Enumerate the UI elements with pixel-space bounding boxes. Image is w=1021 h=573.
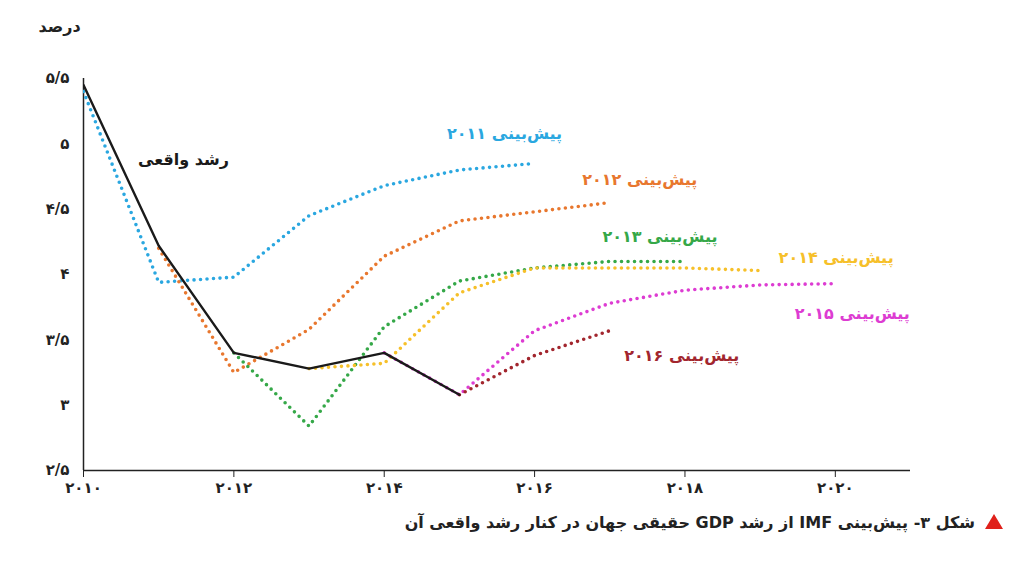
svg-text:۳: ۳ — [60, 396, 69, 414]
svg-text:۲۰۱۴: ۲۰۱۴ — [366, 479, 403, 497]
svg-text:رشد واقعی: رشد واقعی — [138, 150, 229, 169]
svg-text:۵: ۵ — [60, 135, 69, 153]
svg-text:۲۰۱۸: ۲۰۱۸ — [667, 479, 704, 497]
svg-text:پیش‌بینی ۲۰۱۶: پیش‌بینی ۲۰۱۶ — [624, 346, 739, 366]
svg-text:پیش‌بینی ۲۰۱۲: پیش‌بینی ۲۰۱۲ — [582, 170, 697, 190]
svg-text:پیش‌بینی ۲۰۱۴: پیش‌بینی ۲۰۱۴ — [779, 248, 894, 268]
svg-text:۴: ۴ — [60, 265, 69, 283]
svg-text:۲۰۱۲: ۲۰۱۲ — [216, 479, 253, 497]
svg-text:۵/۵: ۵/۵ — [46, 69, 70, 87]
svg-text:پیش‌بینی ۲۰۱۳: پیش‌بینی ۲۰۱۳ — [602, 227, 717, 247]
svg-text:۳/۵: ۳/۵ — [46, 331, 70, 349]
svg-text:درصد: درصد — [39, 17, 81, 36]
svg-text:پیش‌بینی ۲۰۱۱: پیش‌بینی ۲۰۱۱ — [447, 124, 562, 144]
svg-text:پیش‌بینی ۲۰۱۵: پیش‌بینی ۲۰۱۵ — [795, 304, 910, 324]
svg-text:۲۰۱۶: ۲۰۱۶ — [516, 479, 553, 497]
svg-text:۴/۵: ۴/۵ — [46, 200, 70, 218]
svg-text:۲۰۲۰: ۲۰۲۰ — [817, 479, 854, 497]
svg-text:۲/۵: ۲/۵ — [46, 461, 70, 479]
svg-text:۲۰۱۰: ۲۰۱۰ — [65, 479, 102, 497]
html-text:شکل ۳- پیش‌بینی IMF از رشد GDP: شکل ۳- پیش‌بینی IMF از رشد GDP حقیقی جها… — [404, 513, 975, 532]
